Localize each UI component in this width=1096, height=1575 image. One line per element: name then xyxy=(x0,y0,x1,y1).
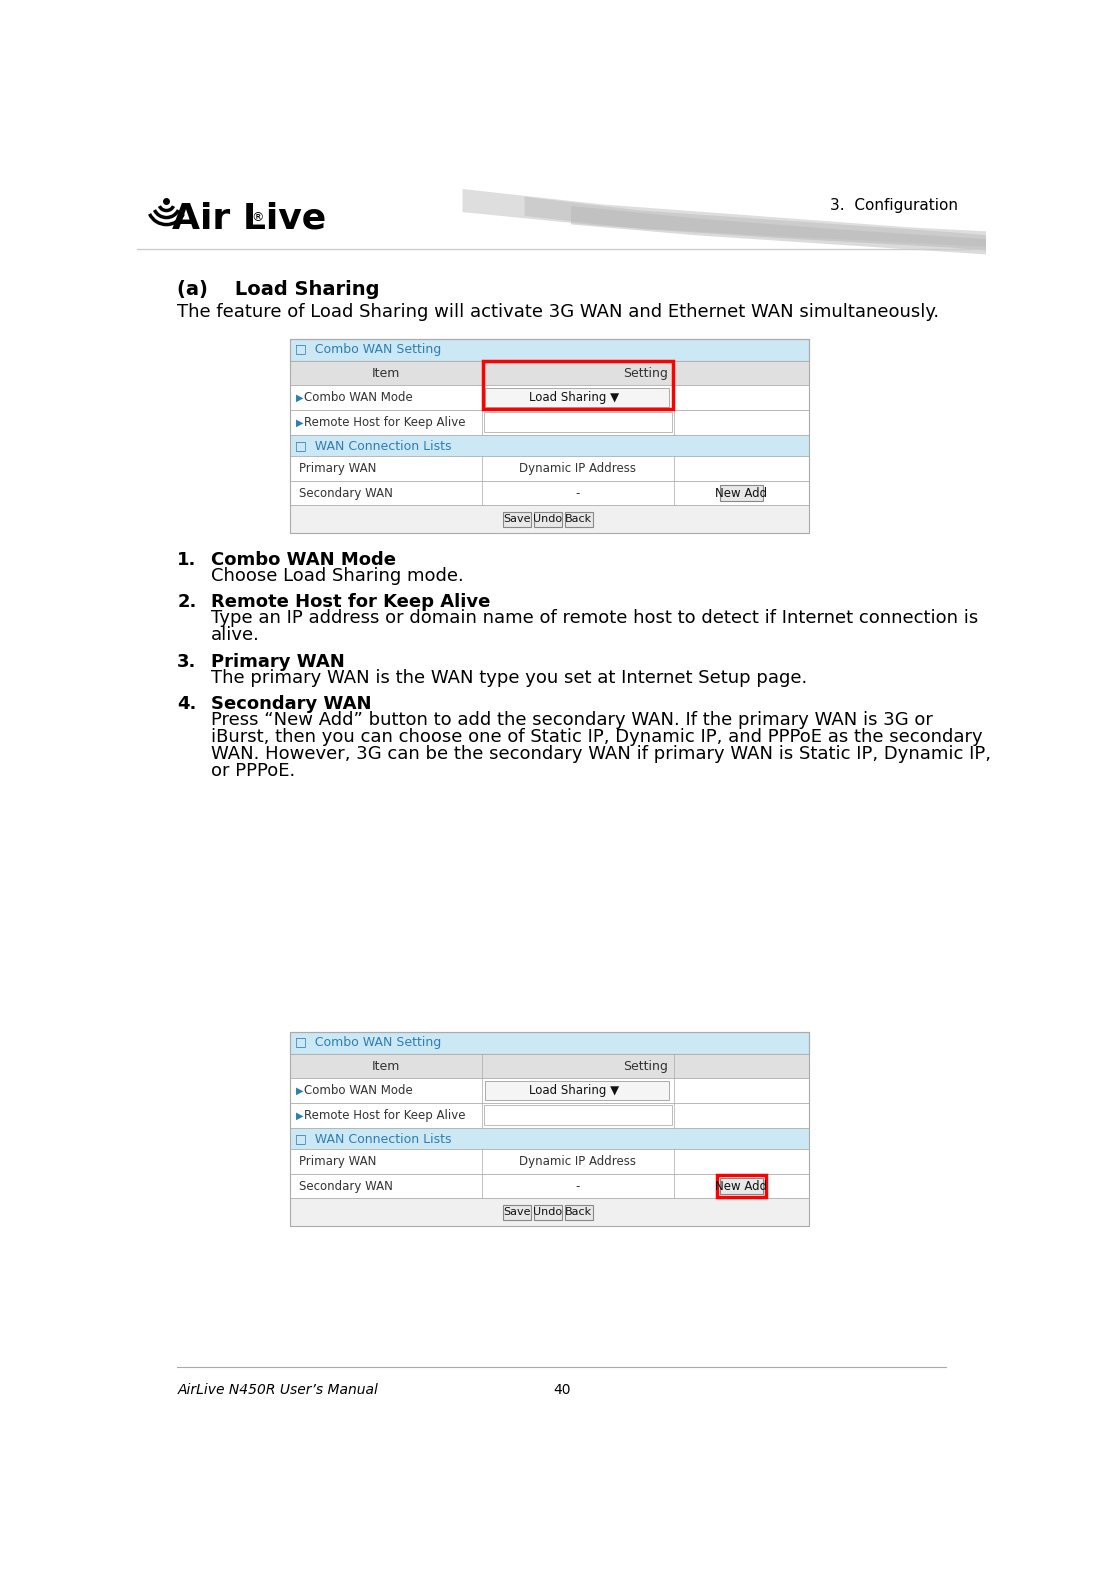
Polygon shape xyxy=(525,197,986,250)
Bar xyxy=(484,1106,672,1125)
Bar xyxy=(720,485,763,501)
Text: Save: Save xyxy=(503,1208,530,1217)
Bar xyxy=(289,1032,809,1054)
Text: ▶: ▶ xyxy=(296,417,304,427)
Text: Dynamic IP Address: Dynamic IP Address xyxy=(520,461,637,476)
Text: or PPPoE.: or PPPoE. xyxy=(210,762,295,780)
Bar xyxy=(289,480,809,506)
Text: Combo WAN Mode: Combo WAN Mode xyxy=(304,1084,412,1098)
Text: -: - xyxy=(575,487,580,499)
Text: Combo WAN Mode: Combo WAN Mode xyxy=(210,551,396,569)
Bar xyxy=(289,1150,809,1173)
Bar xyxy=(564,512,593,528)
Bar xyxy=(484,1082,670,1099)
Text: Choose Load Sharing mode.: Choose Load Sharing mode. xyxy=(210,567,464,584)
Bar xyxy=(720,1178,763,1194)
Text: Load Sharing ▼: Load Sharing ▼ xyxy=(529,391,619,405)
Text: WAN. However, 3G can be the secondary WAN if primary WAN is Static IP, Dynamic I: WAN. However, 3G can be the secondary WA… xyxy=(210,745,991,762)
Text: ▶: ▶ xyxy=(296,1085,304,1096)
Text: 2.: 2. xyxy=(178,594,196,611)
Text: Dynamic IP Address: Dynamic IP Address xyxy=(520,1154,637,1169)
Bar xyxy=(289,386,809,410)
Text: (a)    Load Sharing: (a) Load Sharing xyxy=(178,280,380,299)
Bar xyxy=(289,1199,809,1227)
Text: New Add: New Add xyxy=(716,1180,767,1192)
Polygon shape xyxy=(571,206,986,255)
Bar xyxy=(534,1205,561,1221)
Bar xyxy=(289,1128,809,1150)
Text: Primary WAN: Primary WAN xyxy=(299,461,376,476)
Polygon shape xyxy=(463,189,986,247)
Text: Secondary WAN: Secondary WAN xyxy=(210,695,372,713)
Text: 3.: 3. xyxy=(178,652,196,671)
Text: Secondary WAN: Secondary WAN xyxy=(299,487,392,499)
Bar xyxy=(484,413,672,432)
Text: Setting: Setting xyxy=(623,367,667,380)
Text: Type an IP address or domain name of remote host to detect if Internet connectio: Type an IP address or domain name of rem… xyxy=(210,610,978,627)
Bar xyxy=(289,1032,809,1227)
Text: Primary WAN: Primary WAN xyxy=(299,1154,376,1169)
Bar xyxy=(289,1079,809,1102)
Text: AirLive N450R User’s Manual: AirLive N450R User’s Manual xyxy=(178,1383,378,1397)
Text: Setting: Setting xyxy=(623,1060,667,1073)
Text: The primary WAN is the WAN type you set at Internet Setup page.: The primary WAN is the WAN type you set … xyxy=(210,669,807,687)
Bar xyxy=(289,1102,809,1128)
Text: Save: Save xyxy=(503,515,530,524)
Text: Combo WAN Mode: Combo WAN Mode xyxy=(304,391,412,405)
Bar xyxy=(534,512,561,528)
Text: 1.: 1. xyxy=(178,551,196,569)
Text: Air Live: Air Live xyxy=(172,202,327,235)
Bar xyxy=(503,512,530,528)
Text: Item: Item xyxy=(372,1060,400,1073)
Text: Secondary WAN: Secondary WAN xyxy=(299,1180,392,1192)
Bar xyxy=(289,339,809,361)
Text: Remote Host for Keep Alive: Remote Host for Keep Alive xyxy=(304,1109,465,1121)
Text: 40: 40 xyxy=(553,1383,570,1397)
Bar xyxy=(717,1175,766,1197)
Text: Remote Host for Keep Alive: Remote Host for Keep Alive xyxy=(210,594,490,611)
Bar xyxy=(503,1205,530,1221)
Text: Load Sharing ▼: Load Sharing ▼ xyxy=(529,1084,619,1098)
Text: Press “New Add” button to add the secondary WAN. If the primary WAN is 3G or: Press “New Add” button to add the second… xyxy=(210,710,933,729)
Bar xyxy=(289,339,809,534)
Text: □  WAN Connection Lists: □ WAN Connection Lists xyxy=(295,1132,452,1145)
Text: 4.: 4. xyxy=(178,695,196,713)
Bar xyxy=(289,1054,809,1079)
Text: Undo: Undo xyxy=(533,1208,562,1217)
Text: New Add: New Add xyxy=(716,487,767,499)
Text: iBurst, then you can choose one of Static IP, Dynamic IP, and PPPoE as the secon: iBurst, then you can choose one of Stati… xyxy=(210,728,982,747)
Bar xyxy=(289,1173,809,1199)
Text: Back: Back xyxy=(566,515,592,524)
Bar xyxy=(289,457,809,480)
Bar xyxy=(289,506,809,534)
Text: 3.  Configuration: 3. Configuration xyxy=(831,198,959,213)
Text: alive.: alive. xyxy=(210,627,260,644)
Text: Primary WAN: Primary WAN xyxy=(210,652,344,671)
Text: Back: Back xyxy=(566,1208,592,1217)
Text: Undo: Undo xyxy=(533,515,562,524)
Text: □  Combo WAN Setting: □ Combo WAN Setting xyxy=(295,1036,442,1049)
Text: Remote Host for Keep Alive: Remote Host for Keep Alive xyxy=(304,416,465,428)
Text: -: - xyxy=(575,1180,580,1192)
Bar xyxy=(289,435,809,457)
Text: The feature of Load Sharing will activate 3G WAN and Ethernet WAN simultaneously: The feature of Load Sharing will activat… xyxy=(178,302,939,321)
Text: □  Combo WAN Setting: □ Combo WAN Setting xyxy=(295,343,442,356)
Bar xyxy=(482,362,673,410)
Bar xyxy=(289,410,809,435)
Bar xyxy=(564,1205,593,1221)
Text: □  WAN Connection Lists: □ WAN Connection Lists xyxy=(295,439,452,452)
Text: Item: Item xyxy=(372,367,400,380)
Text: ▶: ▶ xyxy=(296,392,304,403)
Text: ®: ® xyxy=(252,211,264,224)
Bar xyxy=(484,389,670,406)
Bar xyxy=(289,361,809,386)
Text: ▶: ▶ xyxy=(296,1110,304,1120)
